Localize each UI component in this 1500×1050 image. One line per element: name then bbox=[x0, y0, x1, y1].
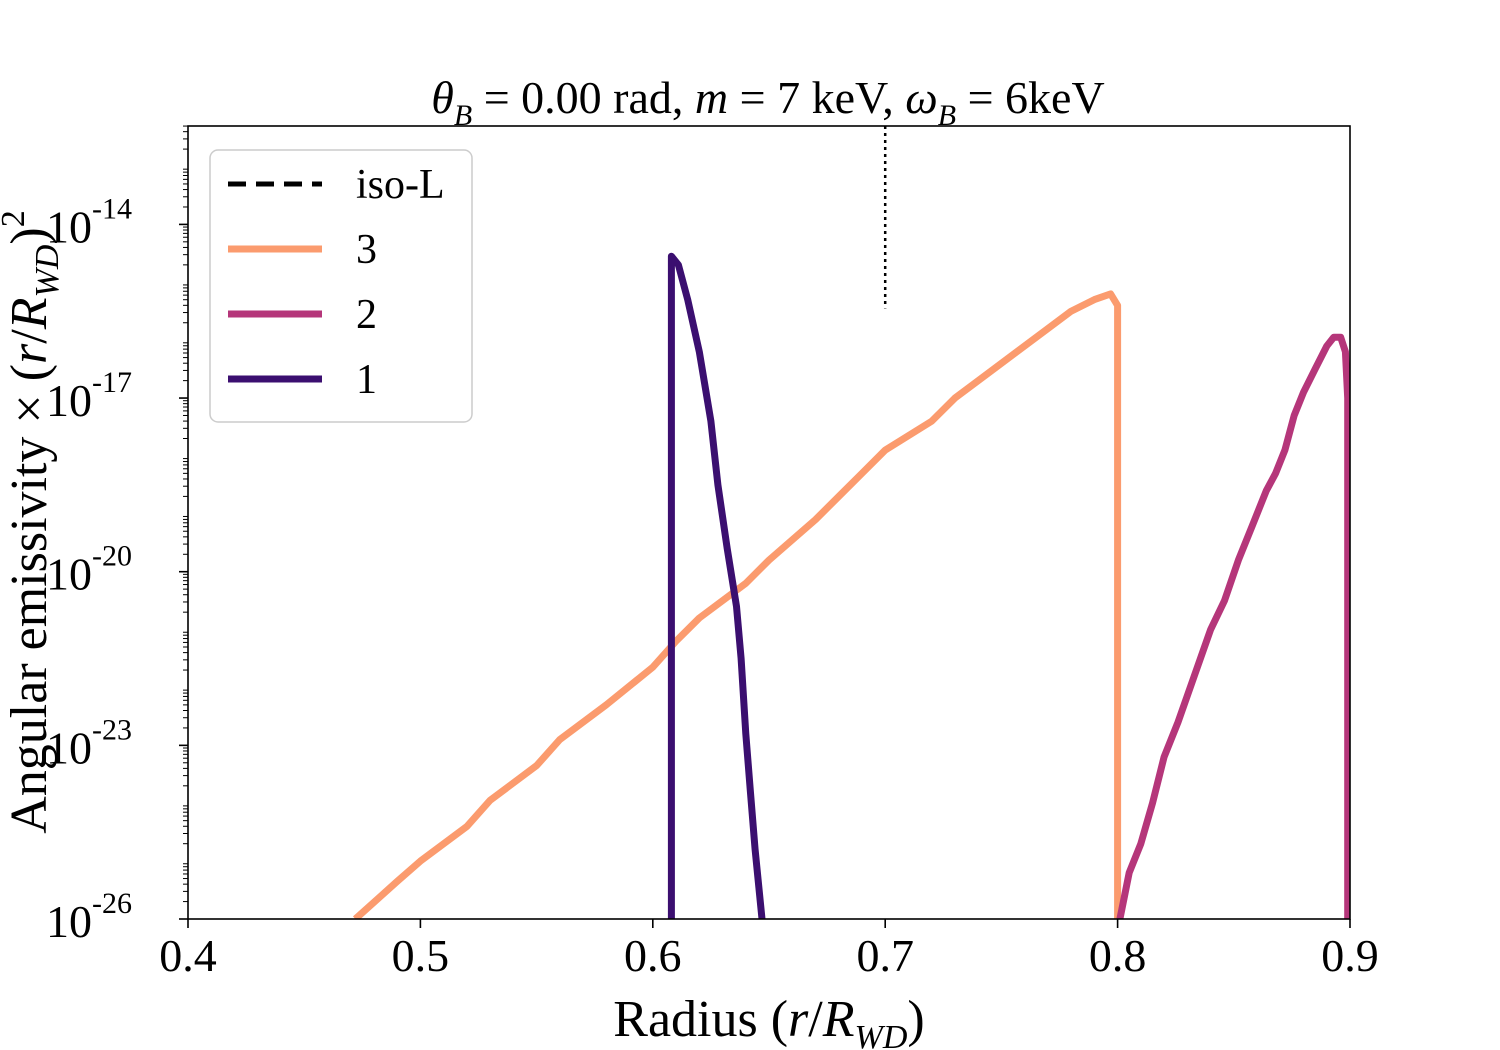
legend-box bbox=[209, 149, 473, 423]
legend: iso-L 3 2 1 bbox=[209, 149, 473, 423]
y-tick-label: 10-23 bbox=[46, 713, 132, 773]
y-tick-label: 10-20 bbox=[46, 540, 132, 600]
x-axis: 0.4 0.5 0.6 0.7 0.8 0.9 bbox=[159, 919, 1379, 981]
y-tick-label: 10-17 bbox=[46, 366, 132, 426]
x-tick-label: 0.8 bbox=[1089, 930, 1147, 981]
y-tick-label: 10-26 bbox=[46, 887, 132, 947]
legend-label-iso-L: iso-L bbox=[356, 162, 445, 208]
y-axis: 10-26 10-23 10-20 10-17 10-14 bbox=[46, 125, 188, 947]
series-layer bbox=[352, 126, 1350, 919]
y-axis-label: Angular emissivity × (r/RWD)2 bbox=[0, 210, 66, 834]
x-tick-label: 0.6 bbox=[624, 930, 682, 981]
series-line-3 bbox=[352, 290, 1122, 919]
x-axis-label: Radius (r/RWD) bbox=[613, 991, 924, 1050]
legend-label-3: 3 bbox=[356, 227, 377, 273]
chart-title: θB = 0.00 rad, m = 7 keV, ωB = 6keV bbox=[431, 72, 1104, 132]
series-line-1 bbox=[667, 252, 766, 919]
series-line-2 bbox=[1116, 333, 1350, 919]
x-tick-label: 0.5 bbox=[392, 930, 450, 981]
x-tick-label: 0.7 bbox=[856, 930, 914, 981]
y-tick-label: 10-14 bbox=[46, 192, 132, 252]
x-tick-label: 0.9 bbox=[1321, 930, 1379, 981]
x-tick-label: 0.4 bbox=[159, 930, 217, 981]
legend-label-1: 1 bbox=[356, 357, 377, 403]
legend-label-2: 2 bbox=[356, 292, 377, 338]
